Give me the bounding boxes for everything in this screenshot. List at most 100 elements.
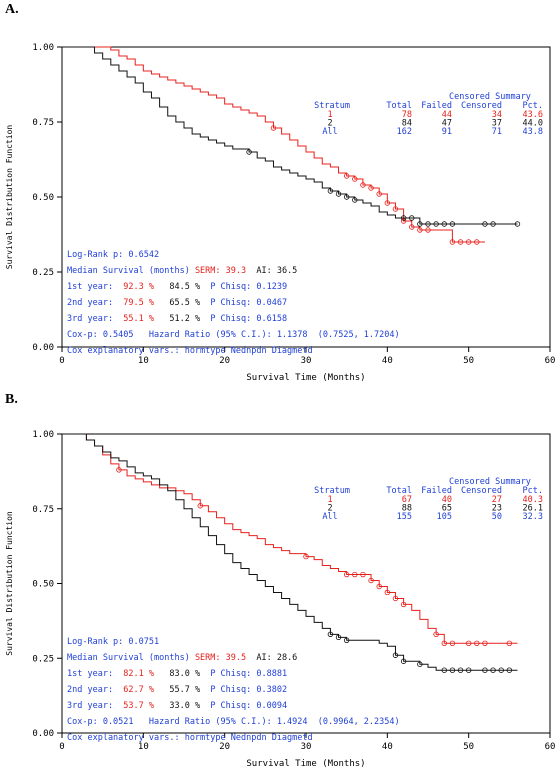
y-tick-label: 0.50	[32, 193, 54, 203]
censored-header: Total	[386, 486, 412, 496]
x-tick-label: 20	[219, 356, 230, 366]
censored-cell: 40.3	[523, 495, 543, 505]
series-1	[62, 433, 518, 646]
censor-mark	[400, 601, 407, 608]
survival-curve-1	[62, 433, 518, 644]
stats-line: Median Survival (months) SERM: 39.5 AI: …	[67, 653, 297, 663]
censor-mark	[327, 631, 334, 638]
stats-text: Median Survival (months)	[67, 653, 195, 663]
censored-cell: 44.0	[523, 119, 543, 129]
censor-mark	[392, 595, 399, 602]
censor-mark	[197, 503, 203, 509]
stats-text: SERM: 39.5	[195, 653, 246, 663]
x-tick-label: 50	[463, 742, 474, 752]
censor-mark	[482, 640, 488, 646]
censor-mark	[409, 215, 415, 221]
stats-text: 1st year:	[67, 669, 123, 679]
censored-header: Stratum	[314, 486, 350, 496]
censor-mark	[352, 176, 358, 182]
censor-mark	[465, 640, 472, 646]
x-tick-label: 0	[59, 356, 64, 366]
censor-mark	[433, 631, 439, 638]
stats-line: Log-Rank p: 0.6542	[67, 250, 159, 260]
censored-cell: 40	[442, 495, 452, 505]
y-axis-label: Survival Distribution Function	[5, 511, 14, 656]
censor-mark	[400, 218, 407, 224]
censor-mark	[335, 191, 342, 197]
stats-line: Median Survival (months) SERM: 39.3 AI: …	[67, 266, 297, 276]
stats-text: P Chisq: 0.1239	[200, 282, 287, 292]
censor-mark	[343, 571, 350, 578]
censored-cell: 50	[492, 512, 502, 522]
y-tick-label: 1.00	[32, 430, 54, 440]
censor-mark	[303, 553, 309, 560]
censor-mark	[514, 221, 521, 227]
stats-text: 1st year:	[67, 282, 123, 292]
stats-text: 62.7 %	[123, 685, 154, 695]
censored-cell: 65	[442, 504, 452, 514]
censor-mark	[343, 637, 350, 644]
censor-mark	[465, 239, 472, 245]
stats-line: Cox explanatory vars.: hormtype Nednpdn …	[67, 733, 313, 743]
censor-mark	[441, 667, 447, 673]
stats-text: 2nd year:	[67, 685, 123, 695]
censor-mark	[457, 239, 464, 245]
censor-mark	[392, 652, 399, 658]
censored-cell: 162	[397, 127, 412, 137]
censor-mark	[409, 224, 415, 230]
stats-text: Cox explanatory vars.: hormtype Nednpdn …	[67, 346, 313, 356]
censored-cell: 27	[492, 495, 502, 505]
censor-mark	[116, 467, 122, 473]
censored-header: Censored	[461, 101, 502, 111]
stats-line: 1st year: 82.1 % 83.0 % P Chisq: 0.8881	[67, 669, 287, 679]
censor-mark	[246, 149, 252, 155]
y-tick-label: 0.00	[32, 343, 54, 353]
censor-mark	[506, 640, 513, 646]
stats-text: 2nd year:	[67, 298, 123, 308]
censor-mark	[368, 185, 374, 191]
censor-mark	[482, 667, 488, 673]
censor-mark	[498, 667, 504, 673]
stats-text: P Chisq: 0.0094	[200, 701, 287, 711]
censor-mark	[482, 221, 488, 227]
censor-mark	[449, 221, 456, 227]
censor-mark	[449, 239, 456, 245]
censor-mark	[441, 221, 447, 227]
stats-text: 65.5 %	[154, 298, 200, 308]
survival-curve-2	[62, 433, 518, 671]
censored-cell: 34	[492, 110, 502, 120]
chart-b: 0 10 20 30 40 50 60 0.00 0.25 0.50 0.75 1.00 Surviva…	[5, 430, 556, 769]
x-tick-label: 60	[545, 742, 556, 752]
censor-mark	[376, 191, 382, 197]
censor-mark	[506, 667, 513, 673]
censored-header: Censored	[461, 486, 502, 496]
y-tick-label: 0.25	[32, 654, 54, 664]
censored-header: Stratum	[314, 101, 350, 111]
series-1	[62, 46, 485, 245]
stats-text: 53.7 %	[123, 701, 154, 711]
censor-mark	[343, 194, 350, 200]
stats-line: 3rd year: 53.7 % 33.0 % P Chisq: 0.0094	[67, 701, 287, 711]
censored-cell: 23	[492, 504, 502, 514]
survival-curve-1	[62, 46, 485, 243]
censor-mark	[352, 197, 358, 203]
censor-mark	[368, 577, 374, 584]
censor-mark	[474, 239, 480, 245]
x-tick-label: 30	[301, 356, 312, 366]
x-tick-label: 20	[219, 742, 230, 752]
x-tick-label: 60	[545, 356, 556, 366]
censored-cell: 105	[437, 512, 452, 522]
censor-mark	[425, 227, 431, 233]
censored-summary-title: Censored Summary	[449, 92, 531, 102]
censor-mark	[392, 206, 399, 212]
stats-text: AI: 28.6	[246, 653, 297, 663]
stats-text: 33.0 %	[154, 701, 200, 711]
censor-mark	[457, 667, 464, 673]
survival-curve-2	[62, 46, 518, 225]
panel-a-label: A.	[5, 2, 19, 17]
censor-mark	[449, 640, 456, 646]
censor-mark	[400, 658, 407, 664]
censored-cell: 43.8	[523, 127, 543, 137]
censor-mark	[433, 221, 439, 227]
censored-cell: 1	[327, 495, 332, 505]
